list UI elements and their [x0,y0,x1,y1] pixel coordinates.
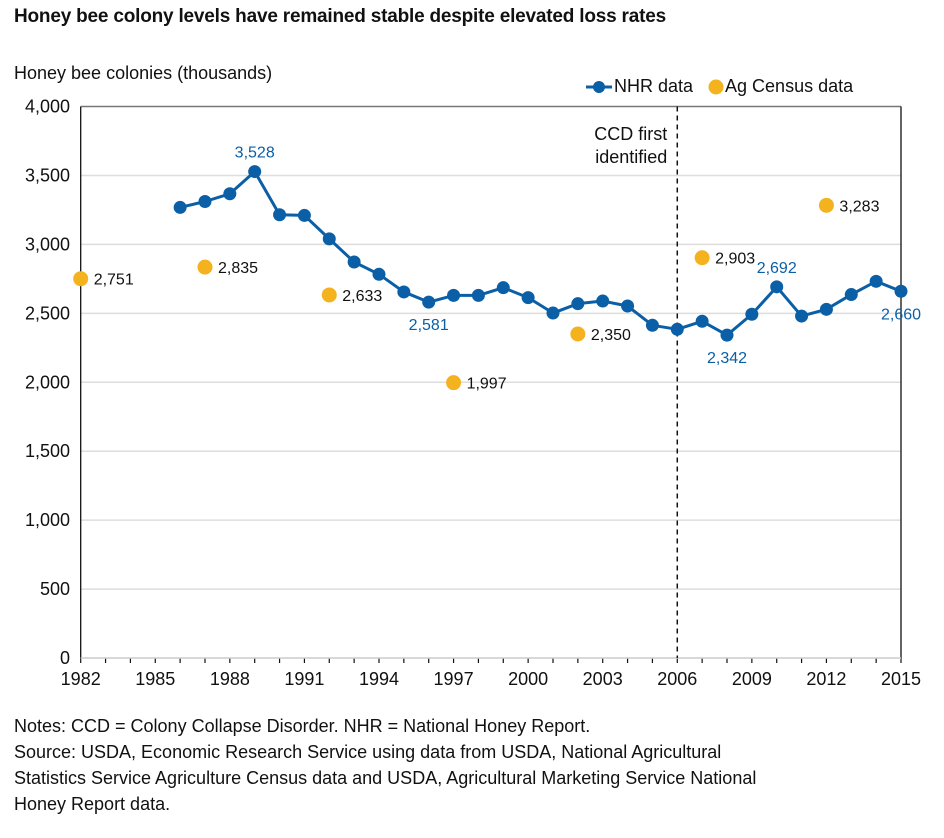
chart-title: Honey bee colony levels have remained st… [14,6,666,27]
y-tick-label: 2,000 [25,372,70,392]
nhr-data-point [546,306,560,320]
series-census: 2,751 2,835 2,633 1,997 2,350 2,903 3,283 [73,197,880,393]
y-tick-label: 0 [60,648,70,668]
y-axis-label: Honey bee colonies (thousands) [14,63,273,83]
census-data-point [694,250,710,266]
source-line: Source: USDA, Economic Research Service … [14,742,722,762]
nhr-data-point [297,208,311,222]
census-data-label: 2,903 [715,251,755,268]
nhr-data-point [422,295,436,309]
x-tick-label: 2003 [583,669,623,689]
legend-label-census: Ag Census data [725,76,854,96]
nhr-data-point [745,307,759,321]
source-line: Statistics Service Agriculture Census da… [14,768,757,788]
y-tick-label: 1,500 [25,441,70,461]
x-tick-label: 1997 [434,669,474,689]
chart-plot: 05001,0001,5002,0002,5003,0003,5004,000 … [25,97,921,690]
census-data-label: 1,997 [467,376,507,393]
legend-dot-icon [708,79,724,94]
nhr-data-point [670,322,684,336]
legend-item-census: Ag Census data [707,76,853,97]
census-data-label: 2,751 [94,272,134,289]
census-data-point [197,259,213,275]
nhr-data-point [198,194,212,208]
nhr-data-label: 2,692 [757,260,797,277]
source-line: Honey Report data. [14,794,171,814]
nhr-data-point [471,288,485,302]
nhr-data-point [248,165,262,179]
nhr-data-point [819,302,833,316]
legend: NHR data Ag Census data [584,76,867,97]
nhr-data-point [596,294,610,308]
x-tick-label: 2000 [508,669,548,689]
census-data-point [818,197,834,213]
nhr-data-point [496,281,510,295]
nhr-data-point [347,255,361,269]
legend-item-nhr: NHR data [584,76,693,97]
x-tick-label: 2009 [732,669,772,689]
plot-frame [80,105,902,659]
x-tick-label: 1988 [210,669,250,689]
legend-line-marker-icon [586,80,612,93]
nhr-data-point [571,297,585,311]
x-tick-label: 1994 [359,669,399,689]
x-tick-label: 1982 [61,669,101,689]
nhr-data-label: 2,581 [409,317,449,334]
nhr-data-point [447,288,461,302]
census-data-label: 2,350 [591,327,631,344]
nhr-data-point [844,288,858,302]
nhr-series-line [179,170,902,337]
y-tick-label: 1,000 [25,510,70,530]
x-tick-label: 2012 [806,669,846,689]
nhr-data-point [621,299,635,313]
legend-label-nhr: NHR data [614,76,694,96]
nhr-data-point [645,318,659,332]
y-tick-label: 3,000 [25,234,70,254]
census-data-point [73,271,89,287]
x-axis-ticks: 1982 1985 1988 1991 1994 1997 2000 2003 2006 2009… [61,658,921,689]
nhr-data-point [720,328,734,342]
notes: Notes: CCD = Colony Collapse Disorder. N… [14,713,934,817]
nhr-data-point [372,267,386,281]
nhr-data-label: 2,342 [707,350,747,367]
ccd-annotation-label: identified [595,147,667,167]
nhr-data-point [695,314,709,328]
nhr-data-point [521,291,535,305]
annotations: CCD first identified [594,106,679,658]
x-tick-label: 1985 [135,669,175,689]
y-tick-label: 500 [40,579,70,599]
nhr-data-point [795,309,809,323]
y-tick-label: 4,000 [25,97,70,117]
nhr-data-point [770,280,784,294]
nhr-data-point [273,208,287,222]
nhr-data-label: 3,528 [235,145,275,162]
nhr-data-point [173,200,187,214]
nhr-data-point [894,284,908,298]
census-data-label: 2,633 [342,288,382,305]
census-data-point [446,375,462,391]
census-data-label: 3,283 [839,198,879,215]
x-tick-label: 2006 [657,669,697,689]
census-data-point [321,287,337,303]
nhr-data-point [322,232,336,246]
series-nhr: 3,528 2,581 2,342 2,692 2,660 [173,145,921,367]
y-tick-label: 2,500 [25,303,70,323]
census-data-point [570,326,586,342]
nhr-data-point [223,187,237,201]
gridlines [80,174,901,590]
y-tick-label: 3,500 [25,165,70,185]
nhr-data-label: 2,660 [881,306,921,323]
ccd-annotation-label: CCD first [594,124,667,144]
nhr-data-point [397,285,411,299]
x-tick-label: 1991 [284,669,324,689]
y-axis-ticks: 0 500 1,000 1,500 2,000 2,500 3,000 3,500 4,000 [25,97,70,669]
nhr-data-point [869,274,883,288]
notes-line: Notes: CCD = Colony Collapse Disorder. N… [14,716,591,736]
census-data-label: 2,835 [218,260,258,277]
x-tick-label: 2015 [881,669,921,689]
